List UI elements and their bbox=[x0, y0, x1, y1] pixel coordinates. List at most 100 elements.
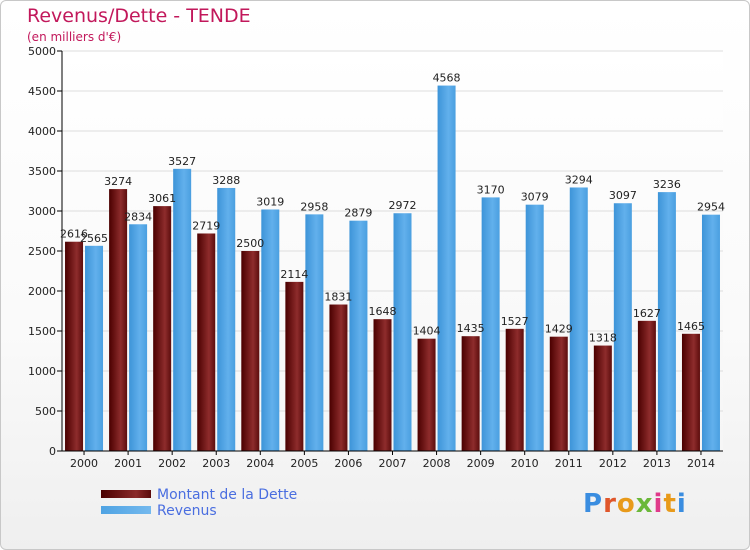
bar-revenus bbox=[349, 220, 368, 451]
data-label-dette: 1465 bbox=[677, 320, 705, 333]
data-label-revenus: 3527 bbox=[168, 155, 196, 168]
bar-dette bbox=[549, 336, 568, 451]
bar-revenus bbox=[657, 192, 676, 451]
bar-dette bbox=[593, 345, 612, 451]
proxiti-logo: Proxiti bbox=[583, 489, 687, 519]
logo-letter: P bbox=[583, 489, 604, 519]
bar-dette bbox=[681, 333, 700, 451]
y-tick-label: 3000 bbox=[28, 205, 56, 218]
legend-label-dette: Montant de la Dette bbox=[157, 487, 298, 503]
data-label-dette: 1527 bbox=[501, 315, 529, 328]
bar-dette bbox=[285, 281, 304, 451]
data-label-revenus: 2958 bbox=[300, 200, 328, 213]
legend-swatch-revenus bbox=[101, 506, 151, 514]
legend-label-revenus: Revenus bbox=[157, 503, 217, 519]
bars bbox=[65, 85, 720, 452]
x-tick-label: 2005 bbox=[290, 457, 318, 470]
bar-dette bbox=[461, 336, 480, 451]
data-label-revenus: 3170 bbox=[477, 183, 505, 196]
x-tick-label: 2001 bbox=[114, 457, 142, 470]
data-label-dette: 1404 bbox=[413, 325, 441, 338]
y-tick-label: 2500 bbox=[28, 245, 56, 258]
bar-revenus bbox=[129, 224, 148, 451]
data-label-revenus: 3019 bbox=[256, 195, 284, 208]
x-tick-label: 2007 bbox=[379, 457, 407, 470]
y-tick-label: 500 bbox=[35, 405, 56, 418]
bar-revenus bbox=[217, 187, 236, 451]
bar-revenus bbox=[261, 209, 280, 451]
x-tick-label: 2004 bbox=[246, 457, 274, 470]
data-label-dette: 2719 bbox=[192, 219, 220, 232]
bar-revenus bbox=[85, 245, 104, 451]
logo-letter: x bbox=[635, 489, 654, 519]
data-label-revenus: 2972 bbox=[389, 199, 417, 212]
y-tick-label: 4500 bbox=[28, 85, 56, 98]
logo-letter: i bbox=[676, 489, 687, 519]
y-tick-label: 1500 bbox=[28, 325, 56, 338]
data-label-revenus: 3288 bbox=[212, 174, 240, 187]
bar-dette bbox=[417, 338, 436, 451]
y-tick-label: 0 bbox=[49, 445, 56, 458]
data-label-revenus: 3079 bbox=[521, 191, 549, 204]
data-label-dette: 1429 bbox=[545, 323, 573, 336]
x-tick-label: 2014 bbox=[687, 457, 715, 470]
y-tick-label: 4000 bbox=[28, 125, 56, 138]
logo-letter: r bbox=[603, 489, 617, 519]
x-tick-label: 2003 bbox=[202, 457, 230, 470]
data-label-dette: 1831 bbox=[324, 291, 352, 304]
y-tick-label: 3500 bbox=[28, 165, 56, 178]
bar-dette bbox=[197, 233, 216, 451]
data-label-dette: 2616 bbox=[60, 228, 88, 241]
data-label-revenus: 3097 bbox=[609, 189, 637, 202]
legend-swatch-dette bbox=[101, 490, 151, 498]
data-label-dette: 1318 bbox=[589, 332, 617, 345]
grid-lines bbox=[62, 50, 723, 452]
chart-subtitle: (en milliers d'€) bbox=[27, 30, 122, 44]
x-tick-label: 2012 bbox=[599, 457, 627, 470]
data-label-dette: 3061 bbox=[148, 192, 176, 205]
x-tick-label: 2002 bbox=[158, 457, 186, 470]
data-label-dette: 1648 bbox=[369, 305, 397, 318]
data-label-revenus: 4568 bbox=[433, 72, 461, 85]
bar-revenus bbox=[481, 197, 500, 451]
bar-dette bbox=[505, 328, 524, 451]
bar-revenus bbox=[393, 213, 412, 451]
data-label-dette: 2114 bbox=[280, 268, 308, 281]
bar-dette bbox=[241, 251, 260, 451]
y-tick-label: 5000 bbox=[28, 45, 56, 58]
axes: 0 500 1000 1500 2000 2500 3000 3500 4000 4500 5000… bbox=[28, 45, 723, 470]
bar-dette bbox=[373, 319, 392, 451]
x-tick-label: 2013 bbox=[643, 457, 671, 470]
logo-letter: t bbox=[663, 489, 677, 519]
x-tick-label: 2000 bbox=[70, 457, 98, 470]
y-tick-label: 2000 bbox=[28, 285, 56, 298]
bar-dette bbox=[637, 320, 656, 451]
bar-dette bbox=[153, 206, 172, 451]
x-tick-label: 2009 bbox=[467, 457, 495, 470]
chart-title: Revenus/Dette - TENDE bbox=[27, 5, 251, 27]
bar-dette bbox=[109, 189, 128, 451]
bar-revenus bbox=[437, 85, 456, 451]
bar-revenus bbox=[305, 214, 324, 451]
bar-revenus bbox=[569, 187, 588, 452]
x-tick-label: 2010 bbox=[511, 457, 539, 470]
data-label-revenus: 2879 bbox=[344, 207, 372, 220]
bar-revenus bbox=[525, 204, 544, 451]
data-label-dette: 1435 bbox=[457, 322, 485, 335]
data-label-dette: 2500 bbox=[236, 237, 264, 250]
data-label-dette: 1627 bbox=[633, 307, 661, 320]
data-label-revenus: 3294 bbox=[565, 173, 593, 186]
logo-letter: o bbox=[616, 489, 636, 519]
bar-dette bbox=[65, 241, 84, 451]
data-label-revenus: 2834 bbox=[124, 210, 152, 223]
bar-revenus bbox=[613, 203, 632, 451]
x-tick-label: 2008 bbox=[423, 457, 451, 470]
bar-dette bbox=[329, 304, 348, 451]
data-label-dette: 3274 bbox=[104, 175, 132, 188]
data-label-revenus: 3236 bbox=[653, 178, 681, 191]
y-tick-label: 1000 bbox=[28, 365, 56, 378]
bar-revenus bbox=[173, 168, 192, 451]
bar-revenus bbox=[701, 214, 720, 451]
